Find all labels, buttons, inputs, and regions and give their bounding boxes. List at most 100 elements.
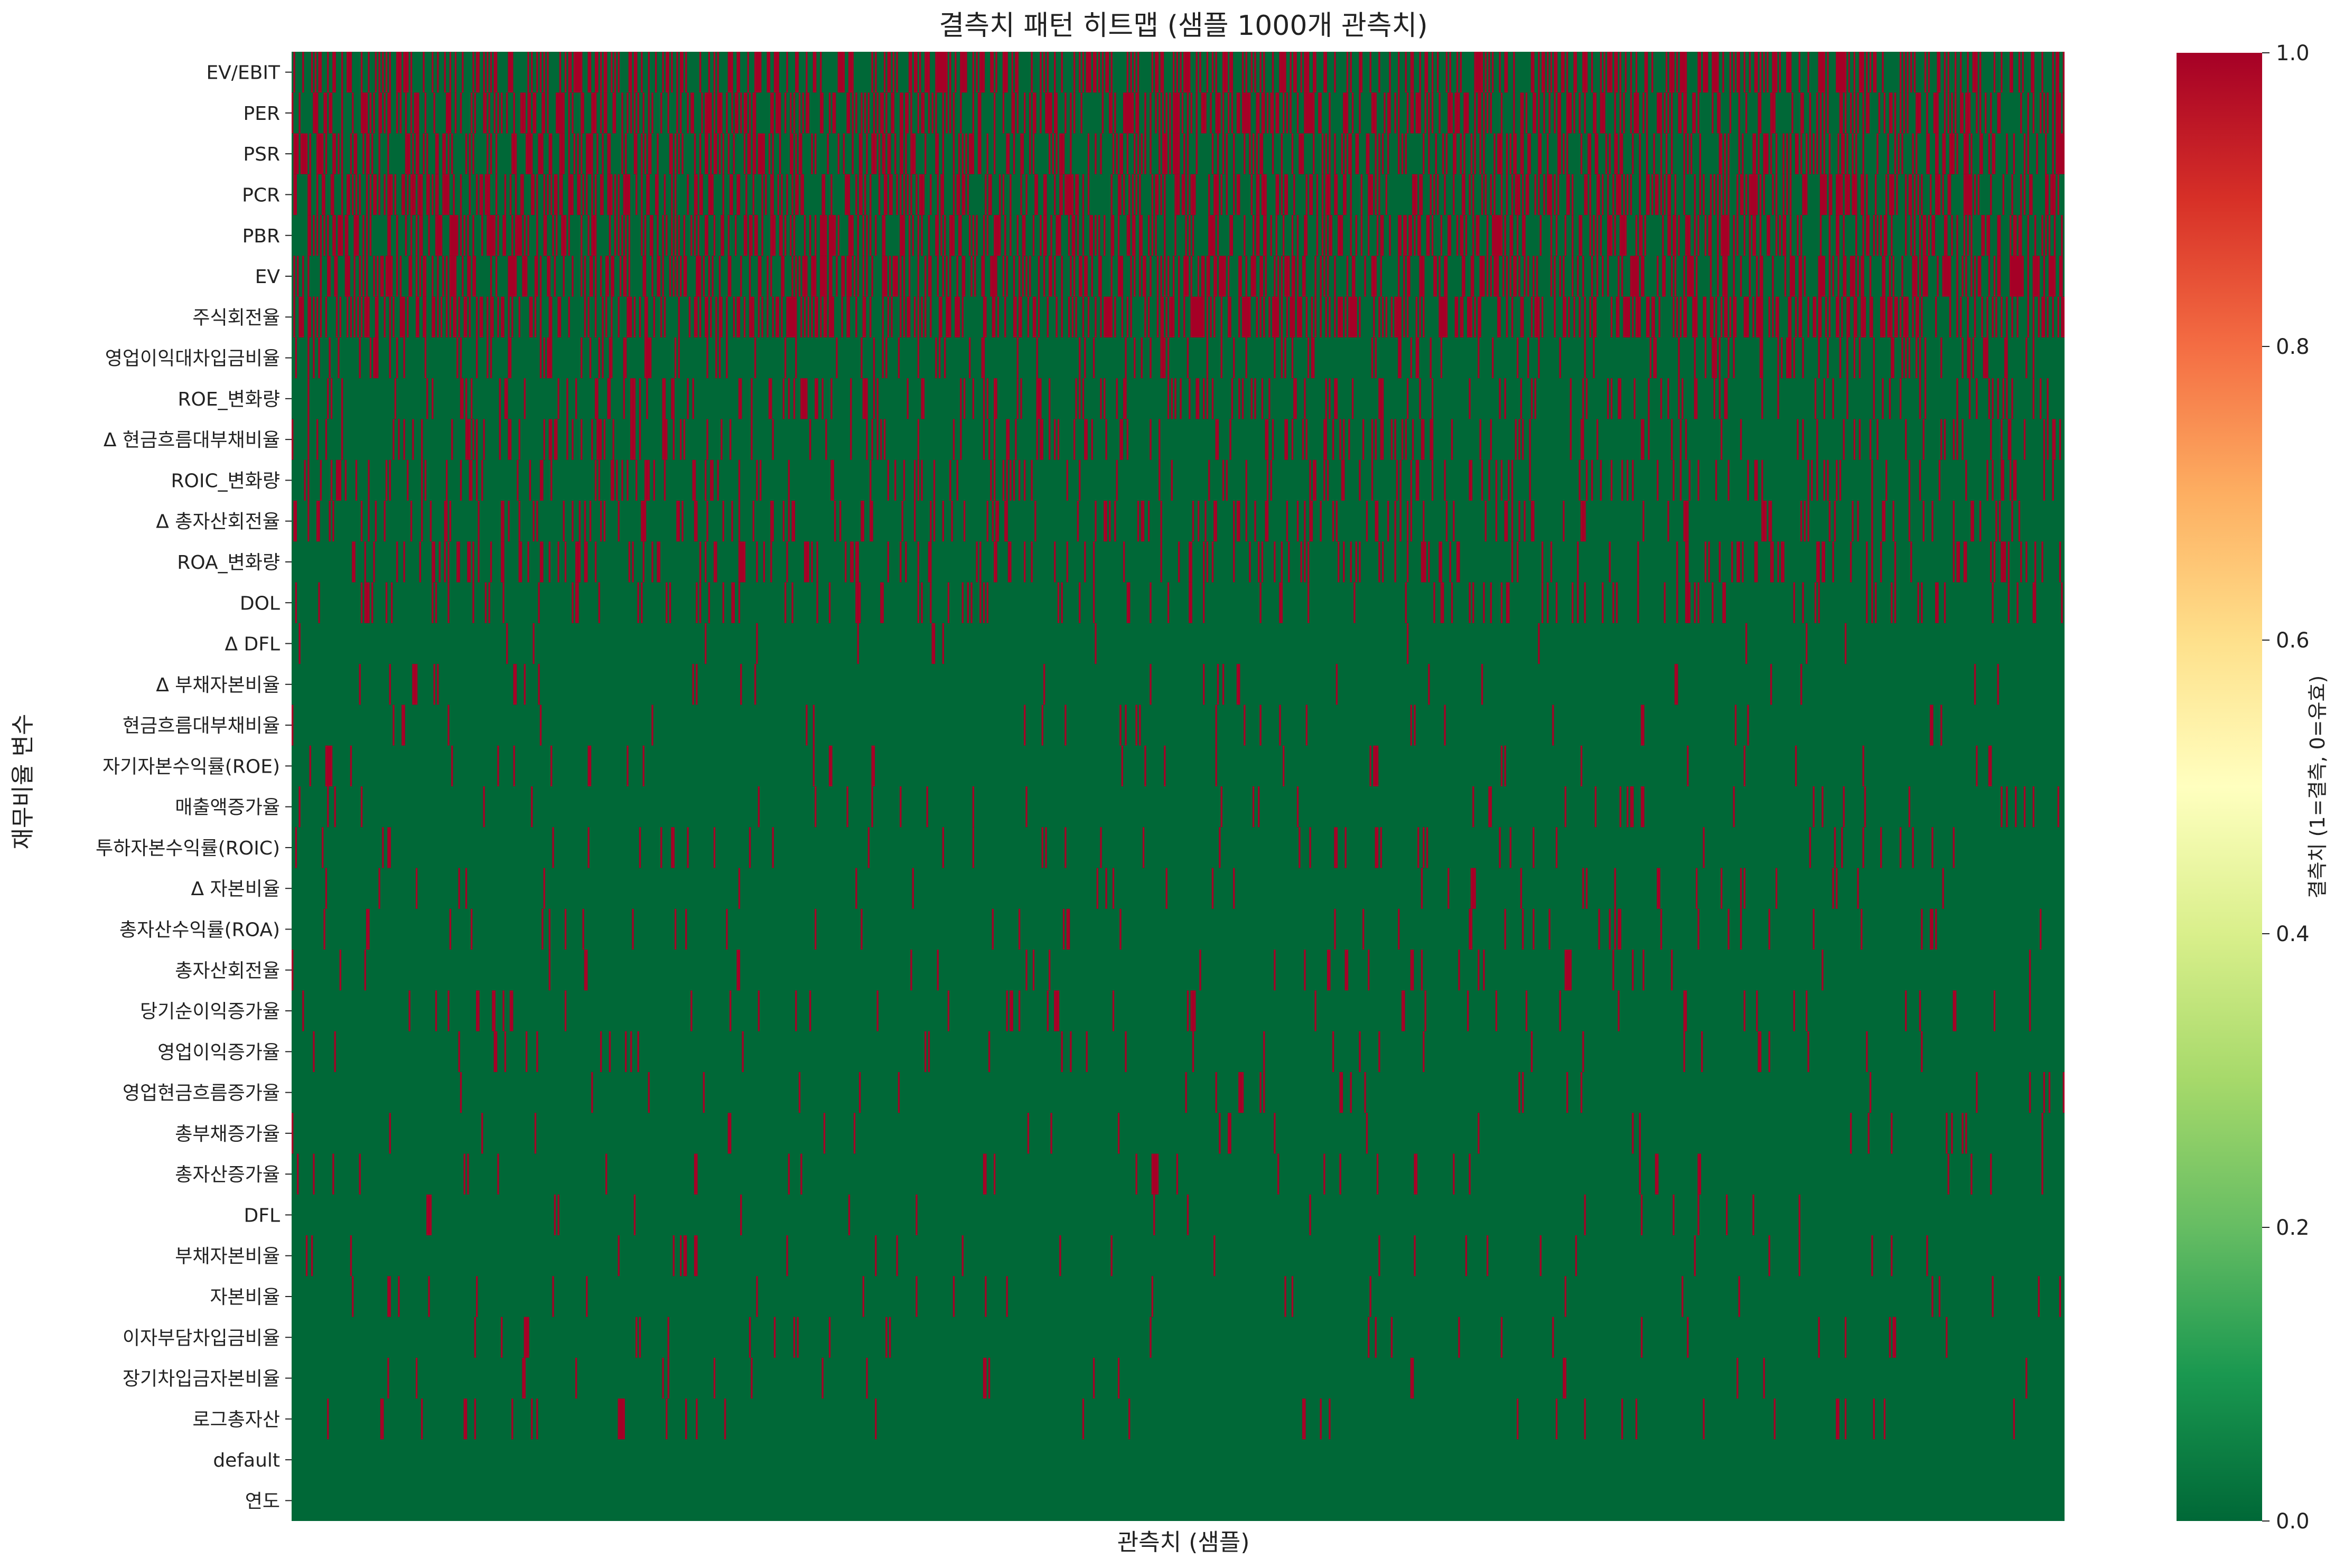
- heatmap-missing-cell: [679, 92, 682, 134]
- colorbar-ticks: 0.00.20.40.60.81.0: [2262, 41, 2310, 1534]
- heatmap-missing-cell: [561, 215, 567, 256]
- heatmap-missing-cell: [1550, 541, 1553, 583]
- heatmap-missing-cell: [1092, 582, 1095, 623]
- y-tick-label: 매출액증가율: [175, 797, 280, 819]
- heatmap-missing-cell: [1942, 174, 1944, 215]
- heatmap-missing-cell: [1710, 174, 1712, 215]
- heatmap-missing-cell: [1250, 52, 1253, 93]
- heatmap-missing-cell: [1159, 133, 1161, 174]
- heatmap-missing-cell: [657, 541, 661, 583]
- heatmap-missing-cell: [1250, 256, 1256, 297]
- heatmap-missing-cell: [382, 827, 384, 868]
- heatmap-missing-cell: [811, 256, 817, 297]
- heatmap-missing-cell: [547, 174, 549, 215]
- heatmap-missing-cell: [1992, 296, 1994, 337]
- heatmap-missing-cell: [820, 52, 822, 93]
- heatmap-missing-cell: [1798, 52, 1800, 93]
- heatmap-missing-cell: [694, 501, 698, 542]
- heatmap-missing-cell: [1667, 378, 1669, 419]
- heatmap-missing-cell: [594, 174, 597, 215]
- heatmap-missing-cell: [1334, 378, 1338, 419]
- heatmap-missing-cell: [786, 1235, 788, 1276]
- heatmap-missing-cell: [1460, 296, 1464, 337]
- heatmap-missing-cell: [341, 378, 343, 419]
- heatmap-missing-cell: [1022, 215, 1026, 256]
- heatmap-missing-cell: [1444, 705, 1446, 746]
- heatmap-missing-cell: [1577, 256, 1579, 297]
- heatmap-missing-cell: [1064, 827, 1067, 868]
- heatmap-missing-cell: [1841, 827, 1843, 868]
- heatmap-missing-cell: [2020, 174, 2022, 215]
- heatmap-missing-cell: [454, 52, 457, 93]
- heatmap-missing-cell: [1244, 133, 1246, 174]
- heatmap-missing-cell: [1359, 296, 1361, 337]
- heatmap-missing-cell: [1465, 215, 1468, 256]
- heatmap-missing-cell: [1924, 378, 1927, 419]
- heatmap-missing-cell: [1126, 419, 1129, 460]
- heatmap-missing-cell: [487, 296, 489, 337]
- heatmap-missing-cell: [1504, 378, 1506, 419]
- heatmap-missing-cell: [940, 174, 945, 215]
- heatmap-missing-cell: [1309, 174, 1313, 215]
- heatmap-missing-cell: [630, 92, 632, 134]
- heatmap-missing-cell: [1541, 582, 1544, 623]
- heatmap-missing-cell: [671, 52, 673, 93]
- heatmap-missing-cell: [490, 52, 492, 93]
- heatmap-missing-cell: [1279, 52, 1286, 93]
- heatmap-missing-cell: [548, 950, 550, 991]
- heatmap-missing-cell: [1809, 133, 1811, 174]
- heatmap-missing-cell: [2032, 256, 2040, 297]
- heatmap-missing-cell: [1415, 337, 1420, 379]
- heatmap-missing-cell: [942, 623, 945, 664]
- heatmap-missing-cell: [1056, 215, 1061, 256]
- heatmap-missing-cell: [1254, 52, 1256, 93]
- heatmap-missing-cell: [855, 582, 861, 623]
- heatmap-missing-cell: [1916, 296, 1919, 337]
- heatmap-missing-cell: [2001, 296, 2003, 337]
- heatmap-missing-cell: [399, 256, 402, 297]
- heatmap-missing-cell: [736, 52, 741, 93]
- heatmap-missing-cell: [1070, 133, 1072, 174]
- heatmap-missing-cell: [930, 296, 932, 337]
- heatmap-missing-cell: [1683, 990, 1687, 1031]
- heatmap-missing-cell: [1265, 501, 1269, 542]
- heatmap-missing-cell: [811, 541, 813, 583]
- heatmap-missing-cell: [1233, 133, 1235, 174]
- heatmap-missing-cell: [1300, 52, 1302, 93]
- heatmap-missing-cell: [841, 296, 843, 337]
- heatmap-missing-cell: [924, 133, 927, 174]
- heatmap-missing-cell: [798, 256, 801, 297]
- heatmap-missing-cell: [1853, 337, 1855, 379]
- heatmap-missing-cell: [992, 501, 994, 542]
- heatmap-missing-cell: [770, 215, 776, 256]
- heatmap-missing-cell: [591, 419, 593, 460]
- heatmap-missing-cell: [1162, 133, 1168, 174]
- heatmap-missing-cell: [1577, 582, 1579, 623]
- heatmap-missing-cell: [1564, 786, 1566, 828]
- heatmap-missing-cell: [1550, 256, 1553, 297]
- heatmap-missing-cell: [1451, 419, 1453, 460]
- heatmap-missing-cell: [1882, 256, 1886, 297]
- heatmap-missing-cell: [1999, 501, 2001, 542]
- heatmap-missing-cell: [1268, 296, 1271, 337]
- heatmap-missing-cell: [871, 745, 875, 786]
- heatmap-missing-cell: [791, 582, 793, 623]
- heatmap-missing-cell: [2027, 92, 2029, 134]
- heatmap-missing-cell: [1291, 133, 1294, 174]
- heatmap-missing-cell: [1997, 215, 2001, 256]
- heatmap-missing-cell: [1190, 296, 1205, 337]
- heatmap-missing-cell: [1490, 582, 1492, 623]
- heatmap-missing-cell: [1215, 705, 1217, 746]
- heatmap-missing-cell: [524, 1317, 529, 1358]
- heatmap-missing-cell: [2009, 256, 2024, 297]
- heatmap-missing-cell: [1215, 92, 1221, 134]
- heatmap-missing-cell: [1639, 174, 1641, 215]
- heatmap-missing-cell: [1962, 419, 1964, 460]
- heatmap-missing-cell: [423, 52, 425, 93]
- heatmap-missing-cell: [1423, 501, 1425, 542]
- heatmap-missing-cell: [1222, 133, 1225, 174]
- heatmap-missing-cell: [1403, 256, 1405, 297]
- heatmap-missing-cell: [1290, 296, 1295, 337]
- heatmap-missing-cell: [1759, 256, 1763, 297]
- heatmap-missing-cell: [1016, 378, 1019, 419]
